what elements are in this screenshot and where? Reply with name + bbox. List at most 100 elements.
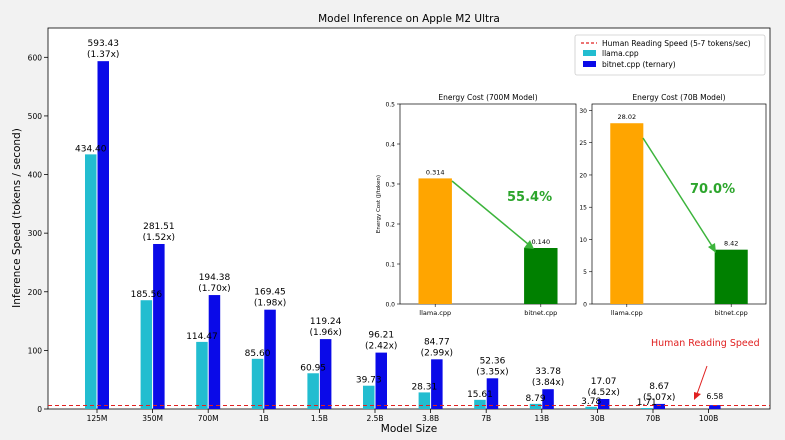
inset-700m: Energy Cost (700M Model) Energy Cost (J/… bbox=[376, 93, 576, 317]
bar-bitnet-350M bbox=[153, 244, 165, 409]
main-y-tick-label: 500 bbox=[28, 112, 43, 121]
bar-bitnet-1B bbox=[264, 310, 276, 409]
inset-70b-bar-llama.cpp bbox=[610, 123, 643, 304]
bar-label-llama-7B: 15.61 bbox=[467, 390, 493, 400]
main-chart-title: Model Inference on Apple M2 Ultra bbox=[318, 13, 500, 25]
legend-label-bitnet: bitnet.cpp (ternary) bbox=[602, 60, 676, 69]
main-y-tick-label: 100 bbox=[28, 346, 43, 355]
bar-label-llama-1.5B: 60.95 bbox=[300, 363, 326, 373]
inset-70b-y-tick-label: 30 bbox=[579, 108, 587, 115]
inset-700m-y-tick-label: 0.3 bbox=[385, 182, 395, 189]
bar-llama-13B bbox=[530, 404, 542, 409]
inset-70b-x-tick-label: llama.cpp bbox=[611, 309, 643, 317]
bar-label-bitnet-30B: 17.07 bbox=[591, 377, 617, 387]
main-x-axis-label: Model Size bbox=[381, 423, 437, 435]
main-x-tick-label: 1.5B bbox=[311, 414, 328, 423]
legend-swatch-llama bbox=[583, 50, 596, 56]
inset-700m-y-tick-label: 0.4 bbox=[385, 142, 395, 149]
main-x-tick-label: 125M bbox=[87, 414, 108, 423]
bar-speedup-bitnet-2.5B: (2.42x) bbox=[365, 342, 397, 352]
main-y-tick-label: 600 bbox=[28, 53, 43, 62]
inset-70b-y-tick-label: 0 bbox=[583, 302, 587, 309]
main-y-axis-label: Inference Speed (tokens / second) bbox=[11, 128, 23, 308]
inset-700m-bar-label-bitnet.cpp: 0.140 bbox=[531, 238, 550, 246]
inset-700m-y-axis-label: Energy Cost (J/token) bbox=[376, 175, 382, 233]
inset-700m-bar-bitnet.cpp bbox=[524, 248, 557, 304]
inset-700m-x-tick-label: bitnet.cpp bbox=[524, 309, 557, 317]
main-y-tick-label: 400 bbox=[28, 171, 43, 180]
bar-label-bitnet-350M: 281.51 bbox=[143, 222, 175, 232]
bar-label-bitnet-7B: 52.36 bbox=[480, 356, 506, 366]
inset-700m-y-tick-label: 0.0 bbox=[385, 302, 395, 309]
inset-70b-y-tick-label: 15 bbox=[579, 205, 587, 212]
main-x-tick-label: 3.8B bbox=[422, 414, 439, 423]
main-x-tick-label: 2.5B bbox=[366, 414, 383, 423]
inset-70b-title: Energy Cost (70B Model) bbox=[632, 93, 725, 102]
bar-speedup-bitnet-1B: (1.98x) bbox=[254, 299, 286, 309]
inset-700m-bar-llama.cpp bbox=[418, 178, 451, 304]
bar-speedup-bitnet-30B: (4.52x) bbox=[587, 388, 619, 398]
bar-speedup-bitnet-125M: (1.37x) bbox=[87, 50, 119, 60]
bar-label-bitnet-1B: 169.45 bbox=[254, 288, 286, 298]
bar-label-llama-700M: 114.47 bbox=[186, 332, 218, 342]
bar-llama-1B bbox=[252, 359, 263, 409]
human-reading-annotation: Human Reading Speed bbox=[651, 338, 760, 349]
bar-label-llama-30B: 3.78 bbox=[581, 397, 601, 407]
bar-label-bitnet-125M: 593.43 bbox=[88, 39, 120, 49]
inset-70b-y-tick-label: 20 bbox=[579, 172, 587, 179]
bar-llama-125M bbox=[85, 154, 97, 409]
bar-label-bitnet-3.8B: 84.77 bbox=[424, 337, 450, 347]
main-x-tick-label: 7B bbox=[481, 414, 491, 423]
inset-70b-reduction: 70.0% bbox=[690, 182, 735, 197]
bar-label-llama-125M: 434.40 bbox=[75, 144, 107, 154]
main-x-tick-label: 30B bbox=[590, 414, 605, 423]
inset-70b-bar-label-llama.cpp: 28.02 bbox=[617, 113, 636, 121]
inset-70b-x-tick-label: bitnet.cpp bbox=[715, 309, 748, 317]
inset-70b-bar-bitnet.cpp bbox=[715, 250, 748, 304]
inset-70b: Energy Cost (70B Model) 0 5 10 15 20 25 30 llam… bbox=[579, 93, 766, 317]
inset-70b-y-tick-label: 5 bbox=[583, 269, 587, 276]
chart-svg: Model Inference on Apple M2 Ultra Model … bbox=[0, 0, 785, 436]
legend-label-reference-line: Human Reading Speed (5-7 tokens/sec) bbox=[602, 39, 751, 48]
bar-bitnet-125M bbox=[98, 61, 110, 409]
bar-llama-3.8B bbox=[419, 392, 431, 409]
legend-swatch-bitnet bbox=[583, 61, 596, 67]
bar-bitnet-700M bbox=[209, 295, 221, 409]
inset-700m-y-tick-label: 0.1 bbox=[385, 262, 395, 269]
bar-llama-30B bbox=[585, 407, 597, 409]
main-legend: Human Reading Speed (5-7 tokens/sec) lla… bbox=[575, 35, 765, 75]
bar-label-bitnet-100B: 6.58 bbox=[706, 392, 723, 401]
inset-700m-x-tick-label: llama.cpp bbox=[419, 309, 451, 317]
bar-llama-1.5B bbox=[307, 373, 319, 409]
bar-speedup-bitnet-1.5B: (1.96x) bbox=[309, 328, 341, 338]
main-x-tick-label: 1B bbox=[259, 414, 269, 423]
bar-speedup-bitnet-700M: (1.70x) bbox=[198, 284, 230, 294]
bar-label-bitnet-2.5B: 96.21 bbox=[368, 331, 394, 341]
bar-label-bitnet-700M: 194.38 bbox=[199, 273, 231, 283]
main-x-tick-label: 700M bbox=[198, 414, 219, 423]
bar-label-llama-3.8B: 28.31 bbox=[411, 382, 437, 392]
bar-speedup-bitnet-13B: (3.84x) bbox=[532, 378, 564, 388]
main-y-tick-label: 0 bbox=[37, 405, 42, 414]
main-x-tick-label: 70B bbox=[646, 414, 661, 423]
bar-label-llama-2.5B: 39.73 bbox=[356, 376, 382, 386]
inset-70b-y-tick-label: 10 bbox=[579, 237, 587, 244]
bar-label-llama-350M: 185.56 bbox=[131, 290, 163, 300]
main-x-tick-label: 350M bbox=[142, 414, 163, 423]
legend-label-llama: llama.cpp bbox=[602, 49, 639, 58]
bar-label-bitnet-70B: 8.67 bbox=[649, 382, 669, 392]
main-y-tick-label: 300 bbox=[28, 229, 43, 238]
inset-700m-title: Energy Cost (700M Model) bbox=[438, 93, 537, 102]
bar-llama-7B bbox=[474, 400, 486, 409]
chart-root: Model Inference on Apple M2 Ultra Model … bbox=[0, 0, 785, 436]
inset-700m-bar-label-llama.cpp: 0.314 bbox=[426, 168, 445, 176]
bar-llama-70B bbox=[641, 408, 653, 409]
main-y-tick-label: 200 bbox=[28, 288, 43, 297]
inset-70b-bar-label-bitnet.cpp: 8.42 bbox=[724, 240, 738, 248]
main-x-tick-label: 13B bbox=[534, 414, 549, 423]
bar-bitnet-1.5B bbox=[320, 339, 332, 409]
bar-llama-350M bbox=[141, 300, 153, 409]
bar-speedup-bitnet-7B: (3.35x) bbox=[476, 367, 508, 377]
inset-700m-y-tick-label: 0.5 bbox=[385, 102, 395, 109]
bar-speedup-bitnet-70B: (5.07x) bbox=[643, 393, 675, 403]
